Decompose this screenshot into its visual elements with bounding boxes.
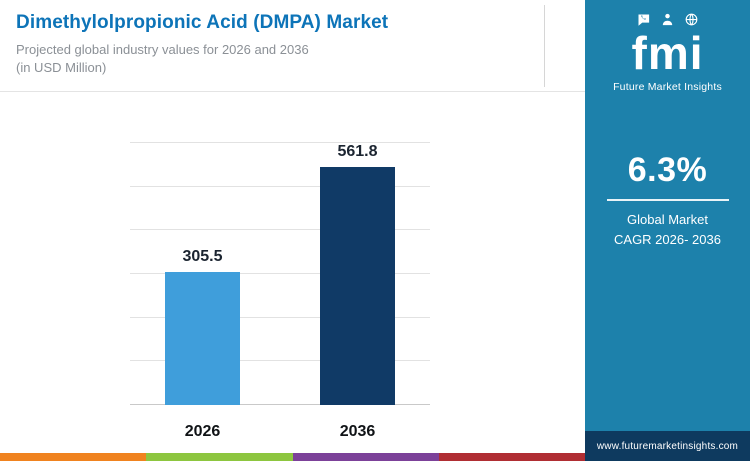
brand-color-stripe [0,453,585,461]
bar-value-label: 305.5 [182,247,223,265]
cagr-label-line-2: CAGR 2026- 2036 [614,231,721,247]
cagr-label: Global Market CAGR 2026- 2036 [599,210,736,249]
x-axis-label: 2026 [184,423,221,440]
page-title: Dimethylolpropionic Acid (DMPA) Market [16,12,389,33]
gridline [130,142,430,143]
logo-company-name: Future Market Insights [613,81,722,94]
phone-chat-icon [636,12,651,27]
stripe-segment [146,453,293,461]
gridline [130,360,430,362]
sidebar: fmi Future Market Insights 6.3% Global M… [585,0,750,461]
bar-chart: 305.5 2026 561.8 2036 [0,92,585,453]
x-axis-line [130,404,430,405]
chart-panel: Dimethylolpropionic Acid (DMPA) Market P… [0,0,585,461]
bar-2026 [165,271,240,405]
header-divider [544,5,545,87]
chart-header: Dimethylolpropionic Acid (DMPA) Market P… [0,0,585,92]
x-axis-label: 2036 [339,423,376,440]
stripe-segment [438,453,585,461]
subtitle-line-2: (in USD Million) [16,59,107,75]
cagr-block: 6.3% Global Market CAGR 2026- 2036 [585,151,750,249]
website-url[interactable]: www.futuremarketinsights.com [585,431,750,461]
gridline [130,229,430,231]
bar-group-2026: 305.5 2026 [165,143,240,440]
cagr-divider [606,199,729,202]
stripe-segment [0,453,147,461]
gridline [130,316,430,318]
bar-value-label: 561.8 [337,143,378,160]
logo-wordmark: fmi [631,27,704,79]
cagr-label-line-1: Global Market [627,212,708,228]
logo-icons [585,12,750,27]
bar-group-2036: 561.8 2036 [320,143,395,440]
presenter-icon [660,12,675,27]
stripe-segment [292,453,439,461]
gridline [130,273,430,274]
globe-icon [684,12,699,27]
cagr-value: 6.3% [627,151,708,190]
plot-area: 305.5 2026 561.8 2036 [130,142,430,440]
page-subtitle: Projected global industry values for 202… [16,41,569,76]
subtitle-line-1: Projected global industry values for 202… [16,42,309,57]
bar-2036 [320,167,395,405]
gridline [130,185,430,187]
fmi-logo: fmi Future Market Insights [585,0,750,93]
bars-container: 305.5 2026 561.8 2036 [130,143,430,440]
